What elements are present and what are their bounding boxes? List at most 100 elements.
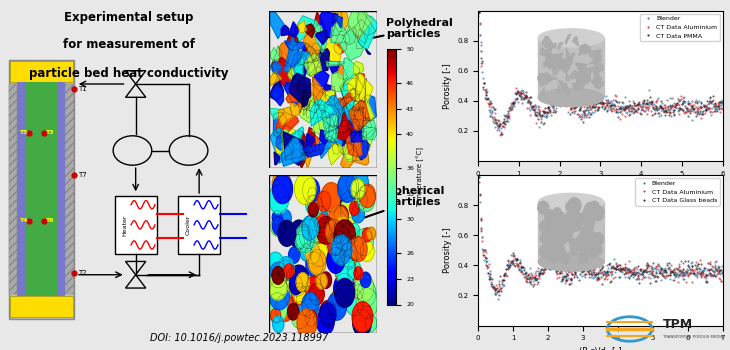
Polygon shape — [270, 86, 283, 106]
Circle shape — [307, 195, 323, 217]
Polygon shape — [343, 128, 351, 142]
Polygon shape — [302, 94, 308, 107]
Polygon shape — [304, 24, 315, 38]
Circle shape — [320, 272, 331, 288]
Polygon shape — [280, 43, 294, 66]
Circle shape — [350, 223, 360, 238]
Polygon shape — [347, 1, 372, 37]
Polygon shape — [298, 43, 320, 66]
Polygon shape — [320, 52, 331, 63]
Polygon shape — [343, 27, 356, 45]
Circle shape — [314, 217, 325, 233]
Circle shape — [328, 205, 348, 235]
Polygon shape — [362, 98, 374, 119]
Polygon shape — [305, 134, 315, 156]
Polygon shape — [363, 129, 375, 151]
Polygon shape — [274, 152, 280, 165]
Polygon shape — [313, 66, 329, 88]
Circle shape — [302, 178, 320, 203]
Polygon shape — [358, 8, 376, 35]
Circle shape — [272, 217, 285, 235]
Polygon shape — [276, 135, 285, 150]
Polygon shape — [346, 94, 360, 111]
Polygon shape — [283, 132, 304, 160]
Circle shape — [272, 316, 284, 332]
Polygon shape — [276, 112, 299, 140]
Circle shape — [306, 252, 323, 277]
Circle shape — [289, 220, 309, 249]
Circle shape — [296, 230, 311, 252]
Circle shape — [335, 279, 355, 307]
Polygon shape — [352, 132, 369, 165]
Circle shape — [357, 280, 376, 307]
Bar — [178, 196, 220, 254]
Polygon shape — [358, 79, 366, 103]
Circle shape — [305, 243, 320, 264]
Polygon shape — [335, 98, 345, 116]
Polygon shape — [278, 107, 292, 125]
Polygon shape — [291, 127, 304, 144]
Polygon shape — [356, 29, 366, 49]
Text: T5: T5 — [19, 131, 28, 135]
Polygon shape — [312, 77, 324, 105]
Polygon shape — [326, 131, 334, 143]
Polygon shape — [302, 95, 310, 109]
Circle shape — [286, 265, 308, 296]
Polygon shape — [281, 138, 305, 166]
Circle shape — [353, 285, 364, 299]
Bar — [10, 61, 73, 82]
Polygon shape — [334, 34, 347, 55]
Polygon shape — [338, 88, 358, 111]
Circle shape — [357, 288, 378, 318]
Polygon shape — [322, 36, 342, 65]
Polygon shape — [335, 117, 350, 134]
Polygon shape — [346, 127, 362, 157]
Circle shape — [347, 168, 369, 199]
Circle shape — [293, 234, 304, 250]
Circle shape — [363, 228, 372, 242]
Circle shape — [272, 266, 284, 284]
Circle shape — [352, 204, 364, 223]
Polygon shape — [362, 117, 372, 128]
Circle shape — [354, 267, 363, 280]
Polygon shape — [353, 19, 369, 43]
Circle shape — [280, 210, 291, 227]
Y-axis label: Temperature [°C]: Temperature [°C] — [417, 147, 424, 207]
Circle shape — [351, 179, 365, 199]
Bar — [58, 82, 65, 296]
Circle shape — [278, 260, 292, 280]
Polygon shape — [295, 16, 318, 44]
Y-axis label: Porosity [-]: Porosity [-] — [442, 63, 452, 108]
Bar — [65, 84, 74, 294]
Circle shape — [331, 235, 352, 265]
Text: Spherical
particles: Spherical particles — [386, 186, 445, 207]
Polygon shape — [347, 116, 360, 134]
Circle shape — [331, 231, 347, 256]
Circle shape — [309, 213, 329, 243]
Polygon shape — [307, 100, 316, 119]
Polygon shape — [350, 100, 370, 131]
Circle shape — [326, 220, 343, 245]
Circle shape — [334, 220, 356, 251]
Text: Cooler: Cooler — [185, 215, 191, 235]
Polygon shape — [303, 53, 318, 76]
Circle shape — [316, 216, 336, 244]
Polygon shape — [310, 132, 330, 151]
Text: TRANSPORT IN POROUS MEDIA: TRANSPORT IN POROUS MEDIA — [663, 335, 723, 339]
Circle shape — [331, 223, 346, 243]
Polygon shape — [275, 142, 283, 154]
Polygon shape — [275, 131, 286, 135]
Circle shape — [290, 265, 309, 293]
Text: DOI: 10.1016/j.powtec.2023.118997: DOI: 10.1016/j.powtec.2023.118997 — [150, 333, 328, 343]
Circle shape — [301, 293, 319, 318]
Y-axis label: Porosity [-]: Porosity [-] — [442, 228, 452, 273]
Legend: Blender, CT Data Aluminium, CT Data PMMA: Blender, CT Data Aluminium, CT Data PMMA — [639, 14, 720, 41]
Polygon shape — [303, 127, 315, 155]
Polygon shape — [331, 138, 342, 154]
Circle shape — [357, 185, 375, 212]
Polygon shape — [335, 16, 342, 28]
Polygon shape — [310, 99, 334, 126]
Polygon shape — [343, 58, 360, 91]
Polygon shape — [298, 92, 309, 113]
Polygon shape — [301, 44, 310, 54]
